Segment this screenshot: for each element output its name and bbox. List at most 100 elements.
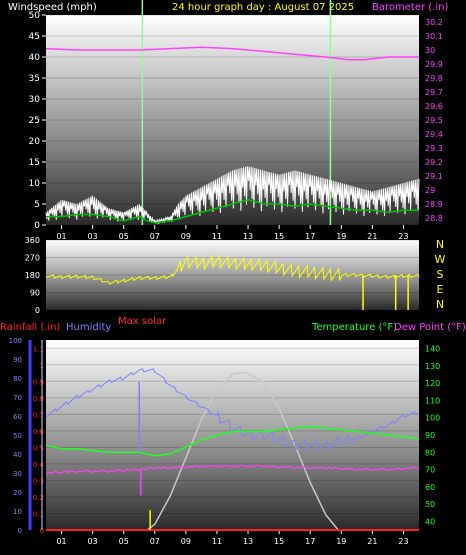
baro-y-tick: 29.1 [425, 172, 443, 181]
wind-y-tick: 40 [29, 53, 41, 63]
dewpoint-line [45, 464, 420, 475]
wind-x-tick: 01 [56, 232, 66, 241]
baro-y-tick: 29.3 [425, 144, 443, 153]
humidity-y-tick: 30 [13, 470, 22, 478]
wind-x-tick: 03 [88, 232, 98, 241]
humidity-y-ticks: 0 10 20 30 40 50 60 70 80 90 100 [9, 337, 22, 535]
temp-y-tick: 70 [425, 466, 435, 475]
humidity-y-tick: 40 [13, 451, 22, 459]
baro-y-tick: 29.7 [425, 88, 443, 97]
wind-y-tick: 35 [29, 74, 40, 84]
wind-y-ticks: 0 5 10 15 20 25 30 35 40 45 50 [29, 11, 46, 231]
temp-y-tick: 130 [425, 362, 440, 371]
temp-plot-area [46, 340, 419, 530]
temp-x-tick: 09 [181, 537, 191, 546]
rain-y-tick: 0.4 [33, 461, 45, 469]
wind-y-tick: 25 [29, 116, 40, 126]
wind-x-tick: 13 [243, 232, 253, 241]
direction-y-tick: 0 [35, 306, 40, 315]
temp-y-tick: 110 [425, 396, 440, 405]
rain-y-tick: 0.9 [33, 378, 44, 386]
rain-y-tick: 0.2 [33, 494, 44, 502]
humidity-axis-label: Humidity [66, 322, 111, 333]
solar-label: Max solar [118, 316, 167, 327]
rain-y-tick: 0.8 [33, 395, 44, 403]
humidity-line [45, 368, 418, 452]
wind-x-tick: 17 [305, 232, 315, 241]
wind-y-tick: 15 [29, 158, 40, 168]
temp-y-tick: 80 [425, 448, 435, 457]
rain-y-tick: 0 [40, 527, 44, 535]
temp-x-tick: 03 [88, 537, 98, 546]
wind-x-tick: 05 [119, 232, 129, 241]
rain-y-tick: 0.3 [33, 477, 44, 485]
baro-y-tick: 30.2 [425, 18, 443, 27]
compass-label: E [437, 283, 444, 296]
temperature-line [45, 425, 420, 457]
humidity-y-tick: 50 [13, 432, 22, 440]
rain-y-tick: 0.7 [33, 411, 44, 419]
wind-x-ticks: 01 03 05 07 09 11 13 15 17 19 21 23 [56, 225, 409, 241]
wind-avg-line [46, 199, 419, 224]
wind-y-tick: 50 [29, 11, 41, 21]
wind-gust-line [45, 166, 420, 225]
baro-y-tick: 28.9 [425, 200, 443, 209]
temp-x-tick: 19 [336, 537, 346, 546]
temp-x-tick: 17 [305, 537, 315, 546]
wind-axis-label: Windspeed (mph) [8, 2, 97, 13]
temp-x-tick: 07 [150, 537, 160, 546]
wind-series [45, 0, 420, 225]
humidity-y-tick: 100 [9, 337, 22, 345]
humidity-y-tick: 90 [13, 356, 22, 364]
temp-x-tick: 13 [243, 537, 253, 546]
temp-axis-label: Temperature (°F) [311, 322, 397, 333]
baro-y-tick: 29.8 [425, 74, 443, 83]
humidity-y-tick: 80 [13, 375, 22, 383]
direction-line [45, 254, 420, 285]
wind-x-tick: 09 [181, 232, 191, 241]
compass-label: N [436, 238, 444, 251]
chart-title: 24 hour graph day : August 07 2025 [172, 2, 354, 13]
max-solar-line [146, 371, 339, 531]
direction-plot-area [46, 240, 419, 310]
direction-y-ticks: 0 90 180 270 360 [25, 236, 40, 315]
baro-y-tick: 28.8 [425, 214, 443, 223]
direction-y-tick: 90 [30, 289, 40, 298]
temp-x-tick: 05 [119, 537, 129, 546]
baro-y-tick: 30.1 [425, 32, 443, 41]
baro-y-tick: 29.6 [425, 102, 443, 111]
baro-y-tick: 29.4 [425, 130, 443, 139]
direction-y-tick: 180 [25, 271, 40, 280]
direction-grid [46, 239, 419, 311]
compass-label: S [437, 268, 444, 281]
temp-y-tick: 90 [425, 431, 435, 440]
wind-y-tick: 10 [29, 179, 41, 189]
wind-y-tick: 5 [34, 200, 40, 210]
baro-axis-label: Barometer (.in) [372, 2, 448, 13]
wind-y-tick: 45 [29, 32, 40, 42]
rain-y-tick: 0.1 [33, 510, 44, 518]
wind-x-tick: 23 [398, 232, 408, 241]
humidity-y-tick: 0 [18, 527, 22, 535]
humidity-y-tick: 70 [13, 394, 22, 402]
temp-x-tick: 01 [56, 537, 66, 546]
wind-x-tick: 11 [212, 232, 222, 241]
wind-x-tick: 21 [367, 232, 377, 241]
temp-y-tick: 100 [425, 414, 440, 423]
compass-label: W [435, 253, 446, 266]
baro-y-ticks: 28.8 28.9 29 29.1 29.2 29.3 29.4 29.5 29.6 29.7 29… [425, 18, 443, 223]
direction-y-tick: 360 [25, 236, 40, 245]
temp-series [45, 368, 420, 531]
rain-y-tick: 0.6 [33, 428, 45, 436]
temp-y-tick: 140 [425, 345, 440, 354]
temp-x-ticks: 01 03 05 07 09 11 13 15 17 19 21 23 [56, 530, 409, 546]
rain-y-tick: 0.5 [33, 444, 44, 452]
barometer-line [45, 46, 419, 61]
temp-x-tick: 15 [274, 537, 284, 546]
temp-y-tick: 60 [425, 483, 435, 492]
temp-x-tick: 23 [398, 537, 408, 546]
temp-y-tick: 40 [425, 517, 435, 526]
humidity-y-tick: 10 [13, 508, 22, 516]
humidity-y-tick: 60 [13, 413, 22, 421]
